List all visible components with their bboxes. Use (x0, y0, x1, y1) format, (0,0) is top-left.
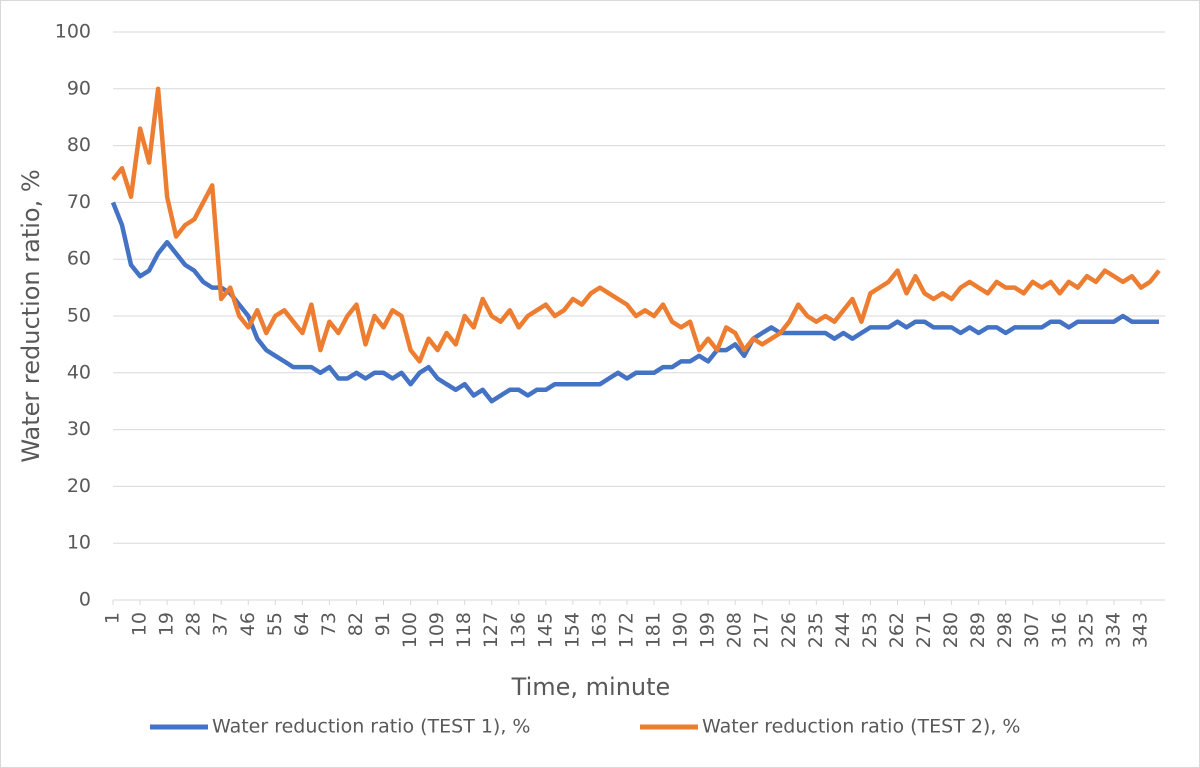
x-tick-label: 199 (697, 612, 719, 648)
y-tick-label: 80 (67, 134, 91, 156)
x-tick-label: 100 (399, 612, 421, 648)
legend-label: Water reduction ratio (TEST 2), % (702, 716, 1020, 738)
x-tick-label: 154 (561, 612, 583, 648)
legend-label: Water reduction ratio (TEST 1), % (212, 716, 530, 738)
x-tick-label: 226 (778, 612, 800, 648)
x-tick-label: 235 (805, 612, 827, 648)
x-tick-label: 244 (832, 612, 854, 648)
x-tick-label: 82 (345, 612, 367, 636)
x-tick-label: 208 (724, 612, 746, 648)
x-tick-label: 28 (183, 612, 205, 636)
x-tick-label: 118 (453, 612, 475, 648)
x-tick-label: 262 (886, 612, 908, 648)
x-tick-label: 46 (237, 612, 259, 636)
x-tick-label: 136 (507, 612, 529, 648)
x-tick-label: 163 (588, 612, 610, 648)
y-tick-label: 20 (67, 475, 91, 497)
x-tick-label: 172 (615, 612, 637, 648)
y-tick-label: 50 (67, 305, 91, 327)
x-tick-label: 109 (426, 612, 448, 648)
x-tick-label: 37 (210, 612, 232, 636)
x-tick-label: 298 (994, 612, 1016, 648)
x-tick-label: 64 (291, 612, 313, 636)
line-series (111, 86, 1161, 364)
y-tick-label: 40 (67, 361, 91, 383)
x-tick-label: 19 (156, 612, 178, 636)
x-tick-label: 127 (480, 612, 502, 648)
x-tick-label: 289 (967, 612, 989, 648)
x-tick-label: 73 (318, 612, 340, 636)
x-axis-title: Time, minute (511, 673, 671, 701)
x-tick-label: 271 (913, 612, 935, 648)
x-tick-label: 316 (1048, 612, 1070, 648)
x-tick-label: 307 (1021, 612, 1043, 648)
x-tick-label: 181 (643, 612, 665, 648)
y-axis-title: Water reduction ratio, % (17, 169, 45, 462)
line-series (110, 201, 1159, 404)
x-tick-label: 280 (940, 612, 962, 648)
x-tick-label: 10 (129, 612, 151, 636)
x-tick-label: 334 (1102, 612, 1124, 648)
x-tick-label: 253 (859, 612, 881, 648)
y-tick-label: 90 (67, 77, 91, 99)
x-tick-label: 217 (751, 612, 773, 648)
x-tick-label: 91 (372, 612, 394, 636)
y-tick-label: 100 (55, 21, 91, 43)
x-tick-label: 1 (102, 612, 124, 624)
y-tick-label: 70 (67, 191, 91, 213)
y-tick-label: 0 (79, 589, 91, 611)
x-tick-label: 145 (534, 612, 556, 648)
y-tick-label: 60 (67, 248, 91, 270)
y-tick-label: 10 (67, 532, 91, 554)
y-tick-label: 30 (67, 418, 91, 440)
x-tick-label: 343 (1129, 612, 1151, 648)
x-tick-label: 190 (670, 612, 692, 648)
x-tick-label: 55 (264, 612, 286, 636)
x-tick-label: 325 (1075, 612, 1097, 648)
